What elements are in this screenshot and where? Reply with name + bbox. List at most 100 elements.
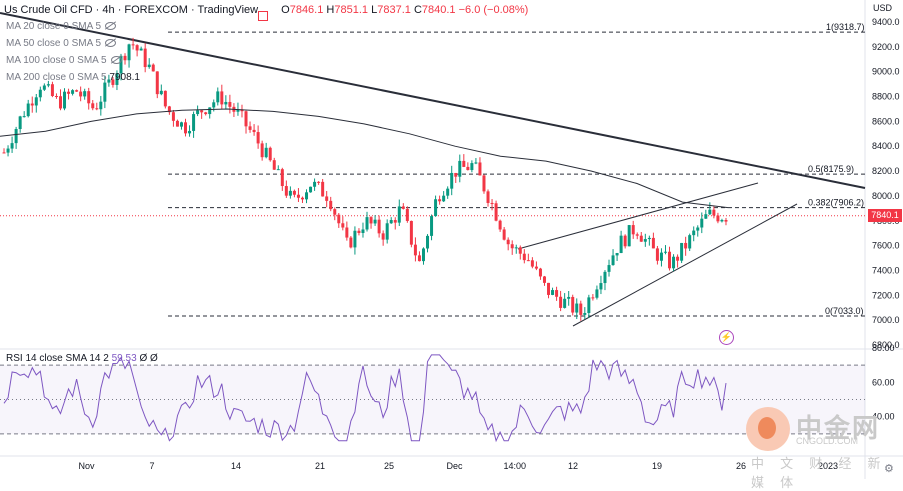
indicator-ma200[interactable]: MA 200 close 0 SMA 5 7908.1 (6, 72, 140, 83)
y-tick-label: 7600.0 (872, 241, 900, 251)
x-tick-label: 26 (736, 461, 746, 471)
candle-body (434, 199, 438, 217)
candle-body (413, 244, 417, 256)
candle-body (284, 186, 288, 196)
candle-body (680, 242, 684, 261)
candle-body (321, 181, 325, 197)
candle-body (155, 71, 159, 95)
ma200-line (0, 108, 729, 209)
candle-body (147, 64, 151, 68)
candle-body (639, 235, 643, 242)
last-price-tag: 7840.1 (868, 209, 902, 222)
candle-body (329, 200, 333, 210)
candle-body (240, 109, 244, 112)
hidden-eye-icon[interactable] (105, 22, 117, 31)
candle-body (498, 220, 502, 230)
candle-body (635, 234, 639, 236)
gear-icon[interactable]: ⚙ (884, 463, 894, 475)
indicator-ma20[interactable]: MA 20 close 0 SMA 5 (6, 21, 117, 32)
candle-body (619, 235, 623, 254)
x-tick-label: Dec (447, 461, 464, 471)
watermark-sub: 中 文 财 经 新 媒 体 (751, 457, 887, 491)
candle-body (252, 129, 256, 133)
candle-body (373, 219, 377, 224)
candle-body (430, 216, 434, 236)
candle-body (478, 162, 482, 176)
candle-body (724, 220, 728, 222)
candle-body (631, 225, 635, 235)
y-tick-label: 7200.0 (872, 290, 900, 300)
candle-body (67, 91, 71, 94)
indicator-label: MA 20 close 0 SMA 5 (6, 21, 102, 32)
y-tick-label: 8800.0 (872, 92, 900, 102)
candle-body (450, 172, 454, 189)
candle-body (438, 199, 442, 202)
indicator-ma50[interactable]: MA 50 close 0 SMA 5 (6, 38, 117, 49)
candle-body (224, 101, 228, 105)
fib-level-label: 0(7033.0) (825, 306, 864, 316)
watermark-en: CNGOLD.COM (796, 436, 859, 446)
open-value: 7846.1 (289, 4, 324, 16)
candle-body (163, 90, 167, 107)
candle-body (470, 163, 474, 171)
candle-body (474, 162, 478, 164)
candle-body (575, 303, 579, 313)
candle-body (361, 229, 365, 233)
high-value: 7851.1 (334, 4, 369, 16)
candle-body (659, 252, 663, 261)
candle-body (458, 160, 462, 177)
candle-body (389, 220, 393, 224)
close-square-icon[interactable] (258, 11, 268, 21)
rsi-value: 59.53 (111, 353, 137, 364)
lightning-event-icon[interactable]: ⚡ (719, 330, 734, 345)
candle-body (627, 225, 631, 247)
currency-label[interactable]: USD (873, 3, 893, 13)
indicator-ma100[interactable]: MA 100 close 0 SMA 5 (6, 55, 122, 66)
rsi-tick-label: 40.00 (872, 412, 895, 422)
y-tick-label: 8000.0 (872, 191, 900, 201)
candle-body (421, 248, 425, 262)
candle-body (571, 296, 575, 313)
candle-body (345, 227, 349, 238)
candle-body (123, 55, 127, 61)
candle-body (196, 110, 200, 115)
x-tick-label: 14:00 (504, 461, 527, 471)
candle-body (107, 79, 111, 83)
symbol-title[interactable]: Us Crude Oil CFD · 4h · FOREXCOM · Tradi… (4, 4, 259, 16)
candle-body (357, 230, 361, 233)
y-tick-label: 7000.0 (872, 315, 900, 325)
candle-body (159, 90, 163, 95)
candle-body (30, 103, 34, 106)
rsi-header[interactable]: RSI 14 close SMA 14 2 59.53 Ø Ø (6, 353, 158, 364)
candle-body (486, 191, 490, 203)
x-tick-label: 25 (384, 461, 394, 471)
candle-body (296, 194, 300, 198)
close-value: 7840.1 (421, 4, 456, 16)
candle-body (688, 235, 692, 249)
candle-body (236, 109, 240, 112)
candle-body (325, 196, 329, 201)
channel-upper-line (517, 182, 759, 250)
candle-body (256, 132, 260, 144)
low-label: L (371, 4, 378, 16)
candle-body (333, 209, 337, 215)
candle-body (26, 103, 30, 117)
candle-body (167, 106, 171, 113)
hidden-eye-icon[interactable] (110, 56, 122, 65)
candle-body (50, 84, 54, 96)
candle-body (46, 84, 50, 86)
candle-body (58, 96, 62, 109)
open-label: O (281, 4, 290, 16)
candle-body (38, 89, 42, 98)
candle-body (268, 147, 272, 161)
hidden-eye-icon[interactable] (105, 39, 117, 48)
change-value: −6.0 (−0.08%) (458, 4, 529, 16)
candle-body (462, 160, 466, 167)
rsi-extra: Ø Ø (139, 353, 158, 364)
candle-body (99, 101, 103, 110)
candle-body (292, 190, 296, 195)
candle-body (365, 217, 369, 230)
candle-body (607, 265, 611, 272)
candle-body (220, 91, 224, 105)
rsi-line (3, 354, 727, 443)
